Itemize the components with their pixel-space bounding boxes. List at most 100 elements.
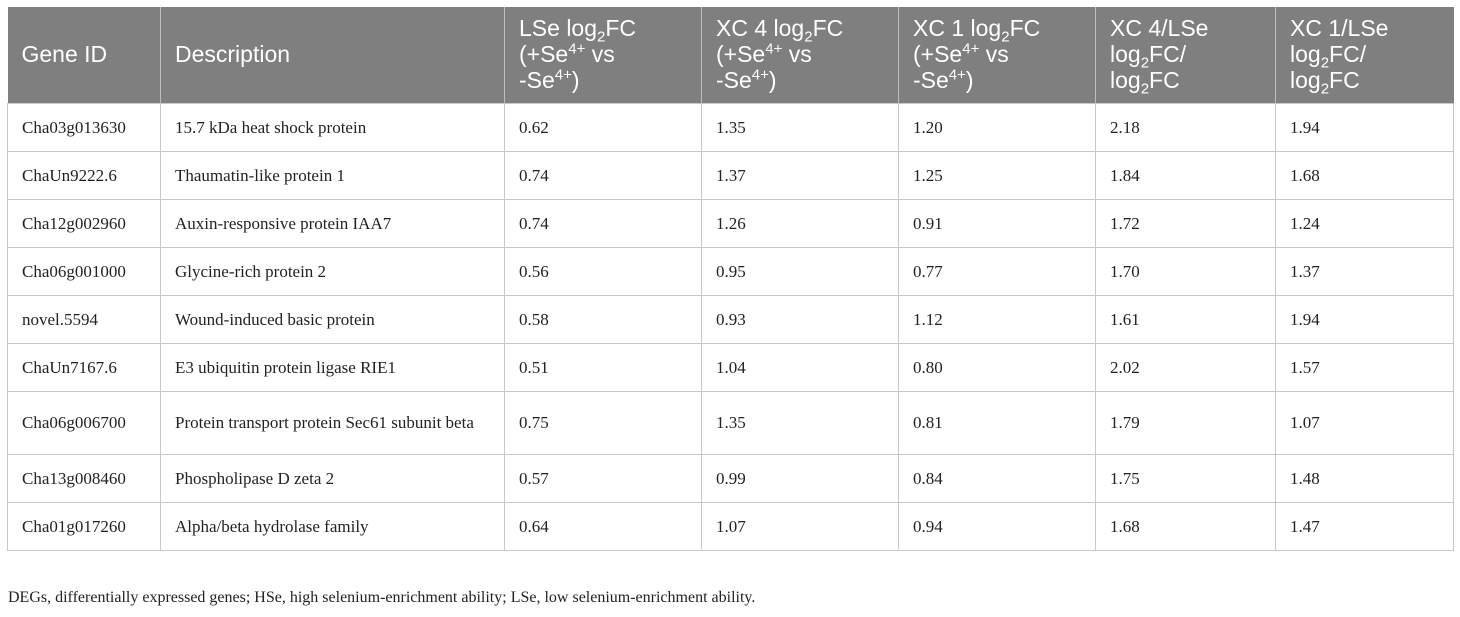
header-cell-description: Description (160, 7, 505, 104)
header-subscript: 2 (1140, 80, 1150, 98)
header-line: (+Se4+ vs (913, 41, 1081, 67)
xc1-log2fc-cell: 1.20 (898, 103, 1096, 152)
gene-id-cell: Cha03g013630 (7, 103, 161, 152)
header-text: -Se (519, 67, 555, 93)
lse-log2fc-cell: 0.62 (504, 103, 702, 152)
header-subscript: 2 (804, 28, 813, 46)
xc4-lse-ratio-cell: 2.02 (1095, 343, 1276, 392)
header-subscript: 2 (1140, 54, 1150, 72)
lse-log2fc-cell: 0.51 (504, 343, 702, 392)
description-cell: Protein transport protein Sec61 subunit … (160, 391, 505, 455)
description-cell: E3 ubiquitin protein ligase RIE1 (160, 343, 505, 392)
header-cell-xc1-log2fc: XC 1 log2FC (+Se4+ vs -Se4+) (898, 7, 1096, 104)
xc4-log2fc-cell: 1.07 (701, 502, 899, 551)
xc1-log2fc-cell: 0.84 (898, 454, 1096, 503)
header-line: (+Se4+ vs (716, 41, 884, 67)
header-text: XC 4 log (716, 15, 805, 41)
header-text: vs (979, 41, 1009, 67)
header-line: XC 4 log2FC (716, 15, 884, 45)
xc1-log2fc-cell: 1.12 (898, 295, 1096, 344)
header-text: FC (1009, 15, 1041, 41)
xc4-log2fc-cell: 1.04 (701, 343, 899, 392)
header-line: Gene ID (22, 41, 147, 67)
header-cell-xc4-lse-ratio: XC 4/LSe log2FC/log2FC (1095, 7, 1276, 104)
description-cell: Thaumatin-like protein 1 (160, 151, 505, 200)
header-line: LSe log2FC (519, 15, 687, 45)
table-row: ChaUn7167.6 E3 ubiquitin protein ligase R… (7, 343, 1454, 392)
header-text: FC/ (1329, 41, 1367, 67)
description-cell: Glycine-rich protein 2 (160, 247, 505, 296)
table-row: Cha06g001000 Glycine-rich protein 2 0.56 0.… (7, 247, 1454, 296)
lse-log2fc-cell: 0.58 (504, 295, 702, 344)
header-superscript: 4+ (948, 66, 966, 84)
table-body: Cha03g013630 15.7 kDa heat shock protein 0… (7, 103, 1454, 551)
table-header: Gene ID Description LSe log2FC (+Se4+ vs -… (7, 7, 1454, 104)
header-line: log2FC/ (1110, 41, 1261, 71)
xc4-lse-ratio-cell: 1.84 (1095, 151, 1276, 200)
header-line: log2FC (1290, 67, 1440, 97)
table-row: Cha01g017260 Alpha/beta hydrolase family 0… (7, 502, 1454, 551)
header-subscript: 2 (1320, 54, 1330, 72)
header-text: FC (1149, 67, 1180, 93)
gene-id-cell: novel.5594 (7, 295, 161, 344)
xc1-lse-ratio-cell: 1.48 (1275, 454, 1454, 503)
xc1-lse-ratio-cell: 1.94 (1275, 295, 1454, 344)
xc4-lse-ratio-cell: 1.61 (1095, 295, 1276, 344)
header-cell-xc1-lse-ratio: XC 1/LSe log2FC/log2FC (1275, 7, 1454, 104)
xc4-log2fc-cell: 0.95 (701, 247, 899, 296)
xc4-lse-ratio-cell: 1.75 (1095, 454, 1276, 503)
gene-id-cell: Cha01g017260 (7, 502, 161, 551)
table-row: Cha13g008460 Phospholipase D zeta 2 0.57 0.… (7, 454, 1454, 503)
header-text: (+Se (519, 41, 569, 67)
xc1-lse-ratio-cell: 1.57 (1275, 343, 1454, 392)
xc4-log2fc-cell: 1.35 (701, 103, 899, 152)
header-cell-xc4-log2fc: XC 4 log2FC (+Se4+ vs -Se4+) (701, 7, 899, 104)
header-line: XC 1/LSe (1290, 15, 1440, 41)
header-cell-lse-log2fc: LSe log2FC (+Se4+ vs -Se4+) (504, 7, 702, 104)
xc4-log2fc-cell: 0.93 (701, 295, 899, 344)
header-line: -Se4+) (913, 67, 1081, 93)
xc4-log2fc-cell: 1.37 (701, 151, 899, 200)
header-superscript: 4+ (751, 66, 769, 84)
xc1-lse-ratio-cell: 1.07 (1275, 391, 1454, 455)
gene-id-cell: Cha13g008460 (7, 454, 161, 503)
header-row: Gene ID Description LSe log2FC (+Se4+ vs -… (7, 7, 1454, 104)
header-text: (+Se (716, 41, 766, 67)
xc4-lse-ratio-cell: 1.68 (1095, 502, 1276, 551)
description-cell: Phospholipase D zeta 2 (160, 454, 505, 503)
header-line: -Se4+) (519, 67, 687, 93)
header-text: XC 4/LSe (1110, 15, 1209, 41)
header-superscript: 4+ (554, 66, 572, 84)
header-superscript: 4+ (568, 40, 586, 58)
gene-id-cell: Cha06g006700 (7, 391, 161, 455)
header-line: XC 4/LSe (1110, 15, 1261, 41)
lse-log2fc-cell: 0.56 (504, 247, 702, 296)
lse-log2fc-cell: 0.74 (504, 151, 702, 200)
table-row: Cha06g006700 Protein transport protein Se… (7, 391, 1454, 455)
header-text: Gene ID (21, 41, 108, 67)
gene-expression-table: Gene ID Description LSe log2FC (+Se4+ vs -… (7, 7, 1454, 551)
header-text: FC/ (1149, 41, 1187, 67)
header-line: log2FC (1110, 67, 1261, 97)
table-row: Cha12g002960 Auxin-responsive protein IAA… (7, 199, 1454, 248)
header-text: XC 1 log (913, 15, 1002, 41)
header-text: LSe log (519, 15, 598, 41)
header-line: XC 1 log2FC (913, 15, 1081, 45)
xc1-log2fc-cell: 0.91 (898, 199, 1096, 248)
xc4-lse-ratio-cell: 1.70 (1095, 247, 1276, 296)
xc4-lse-ratio-cell: 2.18 (1095, 103, 1276, 152)
header-text: (+Se (913, 41, 963, 67)
table-footnote: DEGs, differentially expressed genes; HS… (8, 589, 756, 606)
gene-id-cell: Cha12g002960 (7, 199, 161, 248)
header-text: FC (812, 15, 844, 41)
xc1-log2fc-cell: 0.94 (898, 502, 1096, 551)
header-line: -Se4+) (716, 67, 884, 93)
header-text: FC (1329, 67, 1360, 93)
header-text: log (1290, 67, 1321, 93)
header-text: XC 1/LSe (1290, 15, 1389, 41)
xc4-lse-ratio-cell: 1.72 (1095, 199, 1276, 248)
description-cell: Alpha/beta hydrolase family (160, 502, 505, 551)
header-subscript: 2 (597, 28, 606, 46)
xc1-lse-ratio-cell: 1.94 (1275, 103, 1454, 152)
header-superscript: 4+ (765, 40, 783, 58)
